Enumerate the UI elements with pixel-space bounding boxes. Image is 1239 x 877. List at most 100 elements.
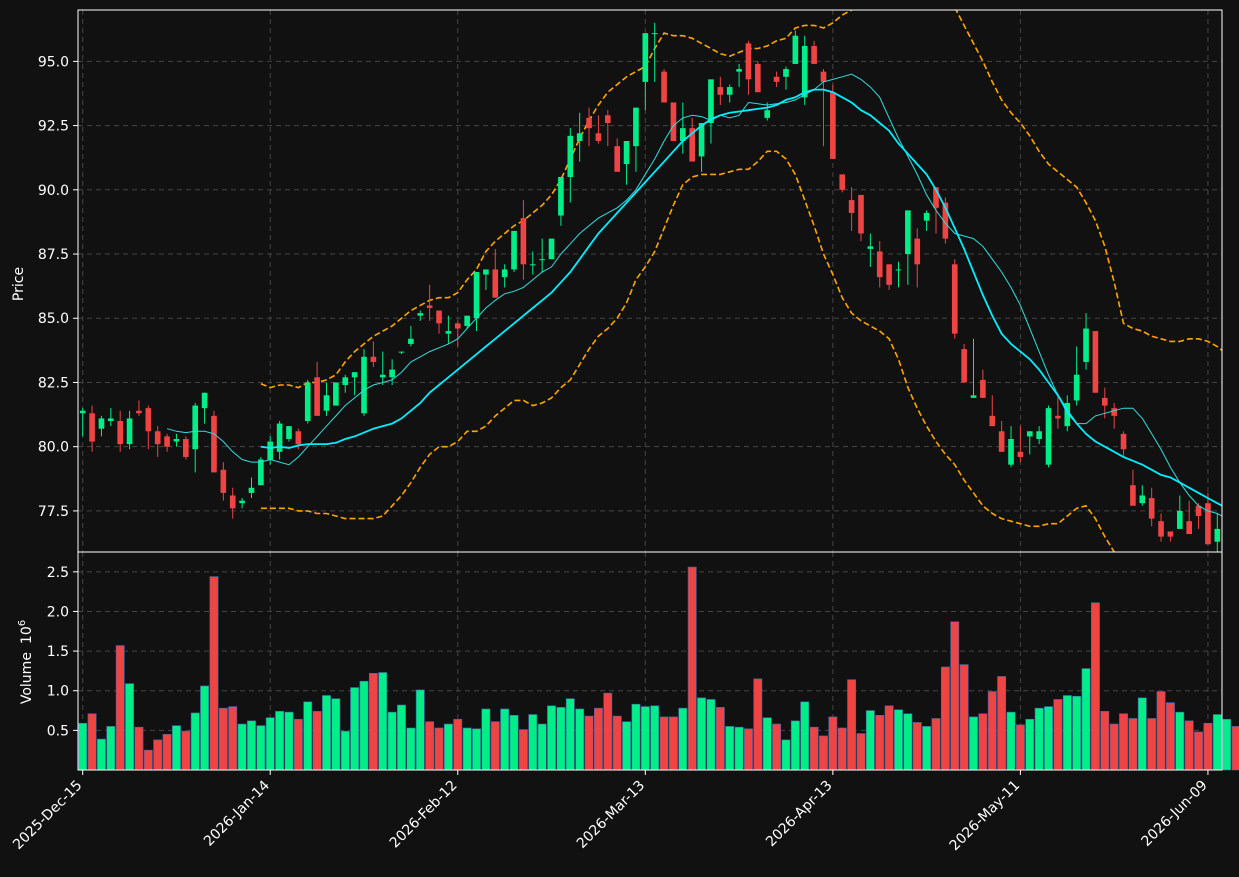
candle [1111,403,1117,429]
volume-ytick-label: 0.5 [47,723,69,739]
volume-bar [293,718,303,771]
candle-body [820,71,827,82]
volume-bar [819,735,828,771]
candle [473,272,480,332]
candle-body [445,331,452,334]
volume-bar [190,712,200,771]
candle [830,84,836,159]
candle-body [923,212,930,221]
candle-body [314,377,320,416]
slow-moving-average-line [260,88,1222,507]
candle-body [1036,431,1042,439]
volume-bar [997,676,1007,771]
volume-bar [153,739,163,771]
volume-bar [734,726,744,771]
volume-bar [1109,723,1119,771]
candle-body [108,418,114,421]
candle-body [164,436,170,447]
price-ytick-label: 82.5 [38,375,69,391]
candle-body [633,107,639,147]
candle [79,408,86,437]
candle-body [876,251,883,278]
candle [464,315,470,329]
volume-y-axis: 0.5 1.0 1.5 2.0 2.5 [47,565,78,739]
candle-body [1167,531,1174,537]
candle-body [951,264,958,334]
volume-bar [800,701,810,771]
candle-body [989,415,996,427]
candle [1214,513,1221,552]
candle [792,30,799,64]
candle [351,372,358,396]
candle-body [858,194,864,234]
candle [1186,500,1192,535]
candle-body [1148,498,1155,519]
candle [1017,426,1024,463]
candle-body [1101,397,1108,406]
candle [126,410,133,450]
volume-bar [350,687,360,771]
candle-body [548,238,555,260]
candle [520,200,527,280]
volume-bar [1072,695,1082,771]
candle-body [773,76,780,82]
candle-body [342,377,349,386]
candle-body [492,269,499,298]
candle-body [755,63,761,93]
candle-body [595,133,602,142]
candle [529,251,536,275]
volume-bar [406,727,416,771]
candle-body [839,174,846,190]
volume-bar [284,711,294,771]
candle-body [1120,433,1127,450]
price-ytick-label: 90.0 [38,183,69,199]
candle [108,408,114,427]
candle [501,264,508,288]
candle [173,433,180,447]
volume-ytick-label: 2.5 [47,565,69,581]
candle [811,40,817,64]
volume-bar [265,717,275,771]
price-ytick-label: 85.0 [38,311,69,327]
candle-body [436,310,442,324]
volume-bar [669,716,678,771]
volume-bar [940,666,950,771]
candle-body [1073,374,1080,401]
candle-body [408,338,414,344]
candle [1083,313,1089,370]
volume-axis-label-text: Volume [19,652,35,704]
volume-bar [97,738,106,771]
volume-axis-label-exponent-base: 10 [19,626,35,644]
candle [717,76,724,106]
candle [595,115,602,144]
volume-bar [1006,711,1016,771]
candle-body [295,431,302,445]
candle-body [1158,521,1164,537]
candle [201,392,208,424]
candle [773,71,780,88]
candle-body [173,438,180,442]
candle-body [830,92,836,159]
candle [923,210,930,231]
volume-bar [453,718,463,771]
candle-body [651,33,658,35]
volume-bar [134,726,144,771]
candle [642,33,649,111]
volume-bar [500,708,510,771]
candle-body [764,110,771,118]
volume-bar [612,715,622,771]
volume-bar [78,722,88,771]
candle-body [1026,431,1033,437]
candle-body [229,495,236,509]
volume-bar [781,739,791,771]
volume-bar [443,723,453,771]
candle-body [248,487,255,493]
volume-bar [340,730,350,771]
candle-body [145,408,152,432]
candle [276,420,283,460]
candle-body [736,69,742,72]
price-ytick-label: 95.0 [38,54,69,70]
candle-body [745,43,752,80]
candle [876,241,883,288]
candle-body [867,246,874,249]
